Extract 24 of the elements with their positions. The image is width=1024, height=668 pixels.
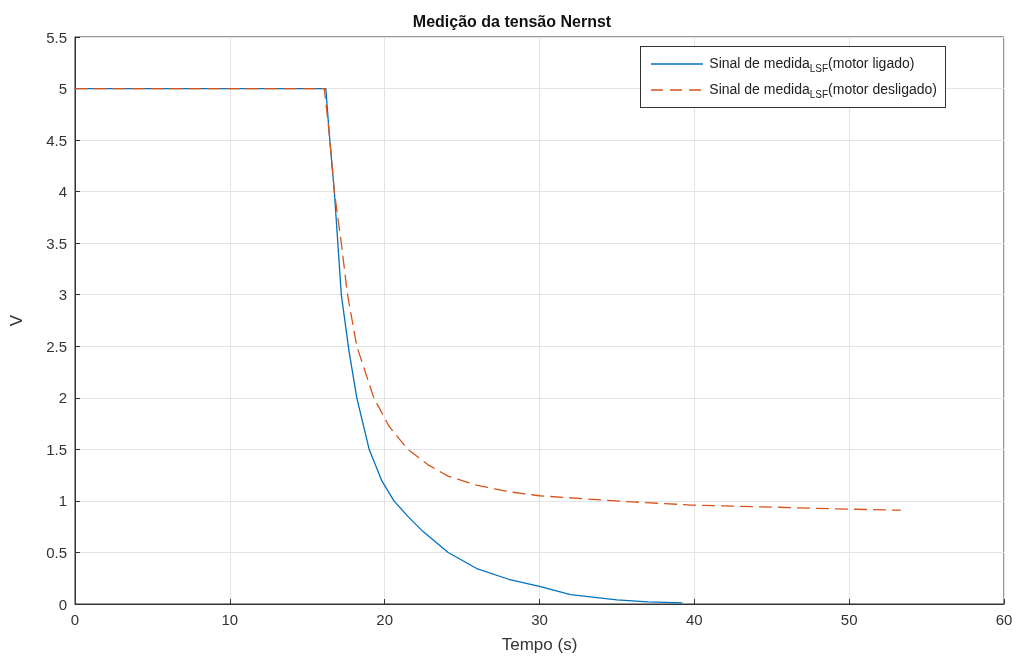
x-tick-label: 50: [840, 611, 858, 628]
chart-title: Medição da tensão Nernst: [412, 12, 612, 30]
y-tick-label: 5.5: [46, 28, 67, 46]
y-tick-label: 1.5: [46, 440, 67, 458]
x-tick-label: 30: [531, 611, 548, 628]
y-tick-label: 3.5: [46, 234, 67, 252]
x-tick-label: 20: [376, 611, 394, 628]
x-tick-label: 0: [70, 611, 80, 628]
y-tick-label: 3: [58, 286, 67, 304]
y-axis-title: V: [7, 314, 26, 327]
y-tick-label: 4.5: [46, 131, 67, 149]
y-tick-label: 4: [58, 183, 67, 201]
y-tick-label: 2.5: [46, 337, 67, 355]
legend-label: Sinal de medida$_{LSF}$(motor desligado): [709, 80, 937, 100]
x-axis-title: Tempo (s): [501, 635, 578, 654]
x-tick-label: 40: [685, 611, 703, 628]
y-tick-label: 1: [58, 492, 67, 510]
y-tick-label: 2: [58, 389, 67, 407]
y-tick-label: 0: [58, 595, 67, 613]
y-tick-label: 0.5: [46, 543, 67, 561]
x-tick-label: 10: [221, 611, 239, 628]
x-tick-label: 60: [995, 611, 1013, 628]
y-tick-label: 5: [58, 80, 67, 98]
legend-label: Sinal de medida$_{LSF}$(motor ligado): [709, 54, 915, 74]
